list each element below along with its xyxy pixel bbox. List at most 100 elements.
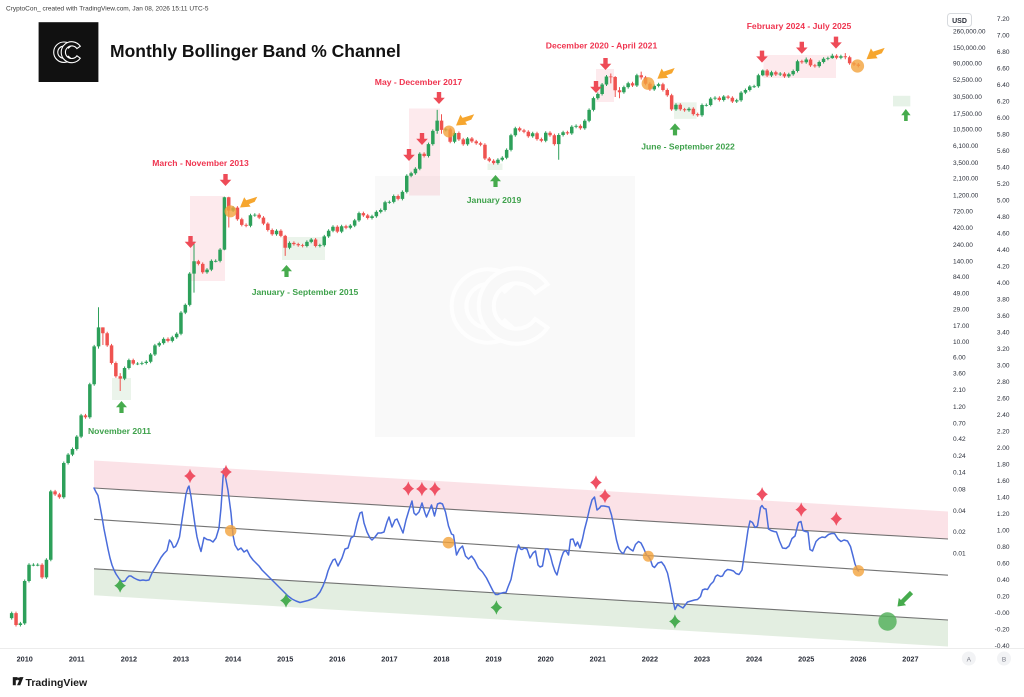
svg-text:7.00: 7.00 — [997, 32, 1010, 39]
svg-text:November 2011: November 2011 — [88, 426, 151, 436]
svg-text:2.40: 2.40 — [997, 412, 1010, 419]
svg-text:1.00: 1.00 — [997, 527, 1010, 534]
svg-text:5.80: 5.80 — [997, 131, 1010, 138]
svg-text:4.20: 4.20 — [997, 263, 1010, 270]
svg-text:3.20: 3.20 — [997, 346, 1010, 353]
svg-text:2014: 2014 — [225, 655, 242, 664]
svg-text:2026: 2026 — [850, 655, 866, 664]
svg-text:52,500.00: 52,500.00 — [953, 77, 982, 84]
svg-text:3.60: 3.60 — [953, 370, 966, 377]
svg-text:-0.40: -0.40 — [995, 643, 1010, 650]
svg-text:5.40: 5.40 — [997, 164, 1010, 171]
svg-text:March - November 2013: March - November 2013 — [152, 158, 249, 168]
svg-text:30,500.00: 30,500.00 — [953, 94, 982, 101]
svg-text:December 2020 - April 2021: December 2020 - April 2021 — [546, 41, 658, 51]
svg-text:6.00: 6.00 — [953, 355, 966, 362]
svg-text:17.00: 17.00 — [953, 323, 970, 330]
svg-text:1.40: 1.40 — [997, 494, 1010, 501]
svg-text:3.80: 3.80 — [997, 296, 1010, 303]
svg-text:6,100.00: 6,100.00 — [953, 143, 979, 150]
svg-text:2025: 2025 — [798, 655, 814, 664]
svg-text:720.00: 720.00 — [953, 208, 973, 215]
svg-text:2013: 2013 — [173, 655, 189, 664]
svg-text:-0.20: -0.20 — [995, 626, 1010, 633]
svg-text:7.20: 7.20 — [997, 16, 1010, 23]
svg-text:2016: 2016 — [329, 655, 345, 664]
svg-text:2012: 2012 — [121, 655, 137, 664]
svg-text:USD: USD — [952, 18, 967, 25]
svg-text:5.60: 5.60 — [997, 148, 1010, 155]
svg-text:2,100.00: 2,100.00 — [953, 176, 979, 183]
svg-text:4.40: 4.40 — [997, 247, 1010, 254]
svg-text:2011: 2011 — [69, 655, 85, 664]
svg-text:84.00: 84.00 — [953, 274, 970, 281]
svg-text:May - December 2017: May - December 2017 — [375, 77, 463, 87]
svg-text:2018: 2018 — [433, 655, 449, 664]
svg-text:June - September 2022: June - September 2022 — [641, 142, 735, 152]
svg-text:B: B — [1002, 657, 1006, 664]
svg-text:2015: 2015 — [277, 655, 293, 664]
svg-text:3.60: 3.60 — [997, 313, 1010, 320]
svg-text:6.80: 6.80 — [997, 49, 1010, 56]
svg-text:1.20: 1.20 — [997, 511, 1010, 518]
svg-text:1.20: 1.20 — [953, 404, 966, 411]
svg-text:10.00: 10.00 — [953, 339, 970, 346]
svg-text:3.40: 3.40 — [997, 329, 1010, 336]
svg-text:6.60: 6.60 — [997, 65, 1010, 72]
svg-text:0.14: 0.14 — [953, 470, 966, 477]
svg-text:17,500.00: 17,500.00 — [953, 111, 982, 118]
svg-text:0.24: 0.24 — [953, 453, 966, 460]
svg-text:0.08: 0.08 — [953, 487, 966, 494]
svg-text:260,000.00: 260,000.00 — [953, 28, 986, 35]
svg-text:0.80: 0.80 — [997, 544, 1010, 551]
svg-text:2.00: 2.00 — [997, 445, 1010, 452]
svg-text:90,000.00: 90,000.00 — [953, 61, 982, 68]
svg-text:10,500.00: 10,500.00 — [953, 126, 982, 133]
svg-text:5.20: 5.20 — [997, 181, 1010, 188]
svg-text:January - September 2015: January - September 2015 — [252, 287, 359, 297]
svg-text:0.40: 0.40 — [997, 577, 1010, 584]
svg-text:0.04: 0.04 — [953, 508, 966, 515]
svg-text:6.00: 6.00 — [997, 115, 1010, 122]
svg-text:240.00: 240.00 — [953, 242, 973, 249]
svg-text:3.00: 3.00 — [997, 362, 1010, 369]
svg-text:29.00: 29.00 — [953, 307, 970, 314]
svg-text:1.80: 1.80 — [997, 461, 1010, 468]
svg-text:5.00: 5.00 — [997, 197, 1010, 204]
svg-text:February 2024 - July 2025: February 2024 - July 2025 — [747, 21, 852, 31]
svg-text:2027: 2027 — [902, 655, 918, 664]
svg-text:0.60: 0.60 — [997, 560, 1010, 567]
svg-text:2023: 2023 — [694, 655, 710, 664]
svg-text:2.20: 2.20 — [997, 428, 1010, 435]
svg-text:49.00: 49.00 — [953, 291, 970, 298]
svg-text:420.00: 420.00 — [953, 225, 973, 232]
svg-text:0.70: 0.70 — [953, 420, 966, 427]
svg-text:3,500.00: 3,500.00 — [953, 160, 979, 167]
svg-text:0.01: 0.01 — [953, 550, 966, 557]
svg-text:0.02: 0.02 — [953, 529, 966, 536]
svg-text:2024: 2024 — [746, 655, 763, 664]
svg-text:2.60: 2.60 — [997, 395, 1010, 402]
svg-text:A: A — [967, 657, 972, 664]
svg-text:0.20: 0.20 — [997, 593, 1010, 600]
svg-text:6.20: 6.20 — [997, 98, 1010, 105]
svg-text:2019: 2019 — [485, 655, 501, 664]
svg-text:4.80: 4.80 — [997, 214, 1010, 221]
svg-text:TradingView: TradingView — [26, 677, 88, 689]
svg-text:2010: 2010 — [17, 655, 33, 664]
svg-text:2021: 2021 — [590, 655, 606, 664]
svg-text:2017: 2017 — [381, 655, 397, 664]
svg-text:0.42: 0.42 — [953, 436, 966, 443]
svg-text:140.00: 140.00 — [953, 258, 973, 265]
svg-text:150,000.00: 150,000.00 — [953, 45, 986, 52]
svg-text:4.00: 4.00 — [997, 280, 1010, 287]
svg-text:2.80: 2.80 — [997, 379, 1010, 386]
svg-text:January 2019: January 2019 — [467, 195, 522, 205]
svg-text:1.60: 1.60 — [997, 478, 1010, 485]
svg-text:CryptoCon_ created with Tradin: CryptoCon_ created with TradingView.com,… — [6, 6, 209, 13]
svg-text:1,200.00: 1,200.00 — [953, 193, 979, 200]
svg-text:2022: 2022 — [642, 655, 658, 664]
svg-text:Monthly Bollinger Band % Chann: Monthly Bollinger Band % Channel — [110, 41, 401, 61]
svg-text:6.40: 6.40 — [997, 82, 1010, 89]
svg-text:2020: 2020 — [538, 655, 554, 664]
